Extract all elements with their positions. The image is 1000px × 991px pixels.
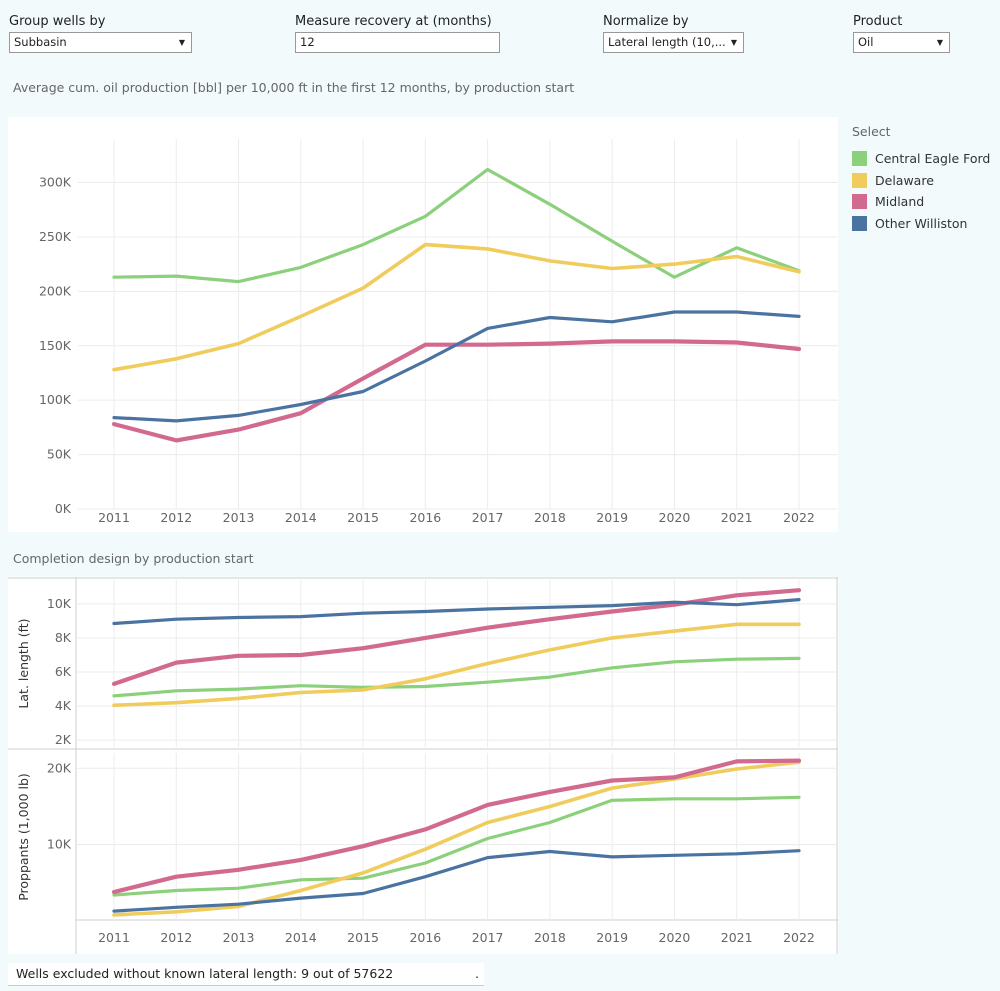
recovery-label: Measure recovery at (months) <box>295 14 492 29</box>
x-tick-label: 2020 <box>659 510 691 525</box>
chart-plot: 0K 50K 100K 150K 200K 250K 300K 2011 2012 2013 201… <box>39 139 838 525</box>
legend-item-midland[interactable]: Midland <box>852 191 990 213</box>
y-tick-label: 150K <box>39 338 72 353</box>
x-tick-label: 2022 <box>783 930 815 945</box>
y-tick-label: 8K <box>55 630 72 645</box>
normalize-label: Normalize by <box>603 14 689 29</box>
chevron-down-icon: ▼ <box>936 38 943 47</box>
group-wells-filter: Group wells by Subbasin ▼ <box>9 14 192 53</box>
x-tick-label: 2014 <box>285 510 317 525</box>
series-line-central-eagle-ford[interactable] <box>112 795 801 897</box>
legend-label: Central Eagle Ford <box>875 151 991 167</box>
series-line-delaware[interactable] <box>112 622 801 708</box>
x-tick-label: 2016 <box>409 510 441 525</box>
series-line-other-williston[interactable] <box>112 598 801 626</box>
production-chart: 0K 50K 100K 150K 200K 250K 300K 2011 2012 2013 201… <box>39 139 838 525</box>
y-tick-label: 4K <box>55 698 72 713</box>
product-label: Product <box>853 14 903 29</box>
y-tick-label: 0K <box>55 501 72 516</box>
legend-swatch <box>852 194 867 210</box>
series-line-central-eagle-ford[interactable] <box>112 656 801 698</box>
x-tick-label: 2017 <box>472 930 504 945</box>
completion-chart-panel: 2K 4K 6K 8K 10K Lat. length (ft) 10K 20K Proppan… <box>8 577 838 954</box>
legend-swatch <box>852 172 867 188</box>
product-value: Oil <box>858 35 874 49</box>
x-tick-label: 2016 <box>409 930 441 945</box>
x-tick-label: 2018 <box>534 930 566 945</box>
legend-label: Delaware <box>875 172 934 188</box>
y-tick-label: 300K <box>39 175 72 190</box>
x-tick-label: 2011 <box>98 930 130 945</box>
legend-label: Midland <box>875 194 925 210</box>
x-tick-label: 2011 <box>98 510 130 525</box>
group-wells-value: Subbasin <box>14 35 67 49</box>
x-tick-label: 2017 <box>472 510 504 525</box>
y-tick-label: 10K <box>47 837 72 852</box>
chart-plot: 2K 4K 6K 8K 10K Lat. length (ft) <box>16 580 836 747</box>
recovery-input[interactable]: 12 <box>295 32 500 53</box>
footer-mark: . <box>475 966 479 981</box>
series-line-delaware[interactable] <box>112 242 801 372</box>
group-wells-dropdown[interactable]: Subbasin ▼ <box>9 32 192 53</box>
x-tick-label: 2018 <box>534 510 566 525</box>
legend-item-delaware[interactable]: Delaware <box>852 170 990 192</box>
y-tick-label: 6K <box>55 664 72 679</box>
legend-label: Other Williston <box>875 215 968 231</box>
x-tick-label: 2020 <box>659 930 691 945</box>
x-tick-label: 2021 <box>721 510 753 525</box>
legend-swatch <box>852 215 867 231</box>
legend-item-central-eagle-ford[interactable]: Central Eagle Ford <box>852 148 990 170</box>
x-tick-label: 2015 <box>347 930 379 945</box>
series-line-other-williston[interactable] <box>112 310 801 423</box>
y-axis-label: Lat. length (ft) <box>16 618 31 708</box>
normalize-filter: Normalize by Lateral length (10,... ▼ <box>603 14 744 53</box>
x-tick-label: 2012 <box>160 930 192 945</box>
production-chart-panel: 0K 50K 100K 150K 200K 250K 300K 2011 2012 2013 201… <box>8 117 838 532</box>
y-tick-label: 2K <box>55 732 72 747</box>
chart-plot: 10K 20K Proppants (1,000 lb) 2011 2012 2013 20… <box>16 753 836 945</box>
y-tick-label: 10K <box>47 596 72 611</box>
legend: Select Central Eagle Ford Delaware Midla… <box>852 124 990 234</box>
series-line-midland[interactable] <box>111 339 802 443</box>
x-tick-label: 2013 <box>223 510 255 525</box>
main-chart-title: Average cum. oil production [bbl] per 10… <box>13 80 575 95</box>
chevron-down-icon: ▼ <box>178 38 185 47</box>
completion-chart-title: Completion design by production start <box>13 551 254 566</box>
normalize-dropdown[interactable]: Lateral length (10,... ▼ <box>603 32 744 53</box>
excluded-wells-text: Wells excluded without known lateral len… <box>16 966 394 981</box>
product-filter: Product Oil ▼ <box>853 14 950 53</box>
y-tick-label: 50K <box>47 447 72 462</box>
recovery-value: 12 <box>300 35 315 49</box>
y-tick-label: 100K <box>39 392 72 407</box>
group-wells-label: Group wells by <box>9 14 106 29</box>
y-tick-label: 20K <box>47 760 72 775</box>
chevron-down-icon: ▼ <box>730 38 737 47</box>
x-tick-label: 2019 <box>596 510 628 525</box>
x-tick-label: 2014 <box>285 930 317 945</box>
x-tick-label: 2015 <box>347 510 379 525</box>
x-tick-label: 2013 <box>223 930 255 945</box>
legend-item-other-williston[interactable]: Other Williston <box>852 213 990 235</box>
legend-swatch <box>852 151 867 167</box>
x-tick-label: 2012 <box>160 510 192 525</box>
y-axis-label: Proppants (1,000 lb) <box>16 773 31 901</box>
x-tick-label: 2021 <box>721 930 753 945</box>
recovery-filter: Measure recovery at (months) 12 <box>295 14 500 53</box>
excluded-wells-note: Wells excluded without known lateral len… <box>8 963 484 986</box>
y-tick-label: 200K <box>39 283 72 298</box>
normalize-value: Lateral length (10,... <box>608 35 726 49</box>
series-line-other-williston[interactable] <box>112 849 801 913</box>
legend-title: Select <box>852 124 891 139</box>
series-line-midland[interactable] <box>111 758 802 895</box>
completion-chart: 2K 4K 6K 8K 10K Lat. length (ft) 10K 20K Proppan… <box>8 577 838 954</box>
series-line-delaware[interactable] <box>112 760 801 917</box>
x-tick-label: 2019 <box>596 930 628 945</box>
series-line-central-eagle-ford[interactable] <box>112 167 801 284</box>
y-tick-label: 250K <box>39 229 72 244</box>
product-dropdown[interactable]: Oil ▼ <box>853 32 950 53</box>
x-tick-label: 2022 <box>783 510 815 525</box>
